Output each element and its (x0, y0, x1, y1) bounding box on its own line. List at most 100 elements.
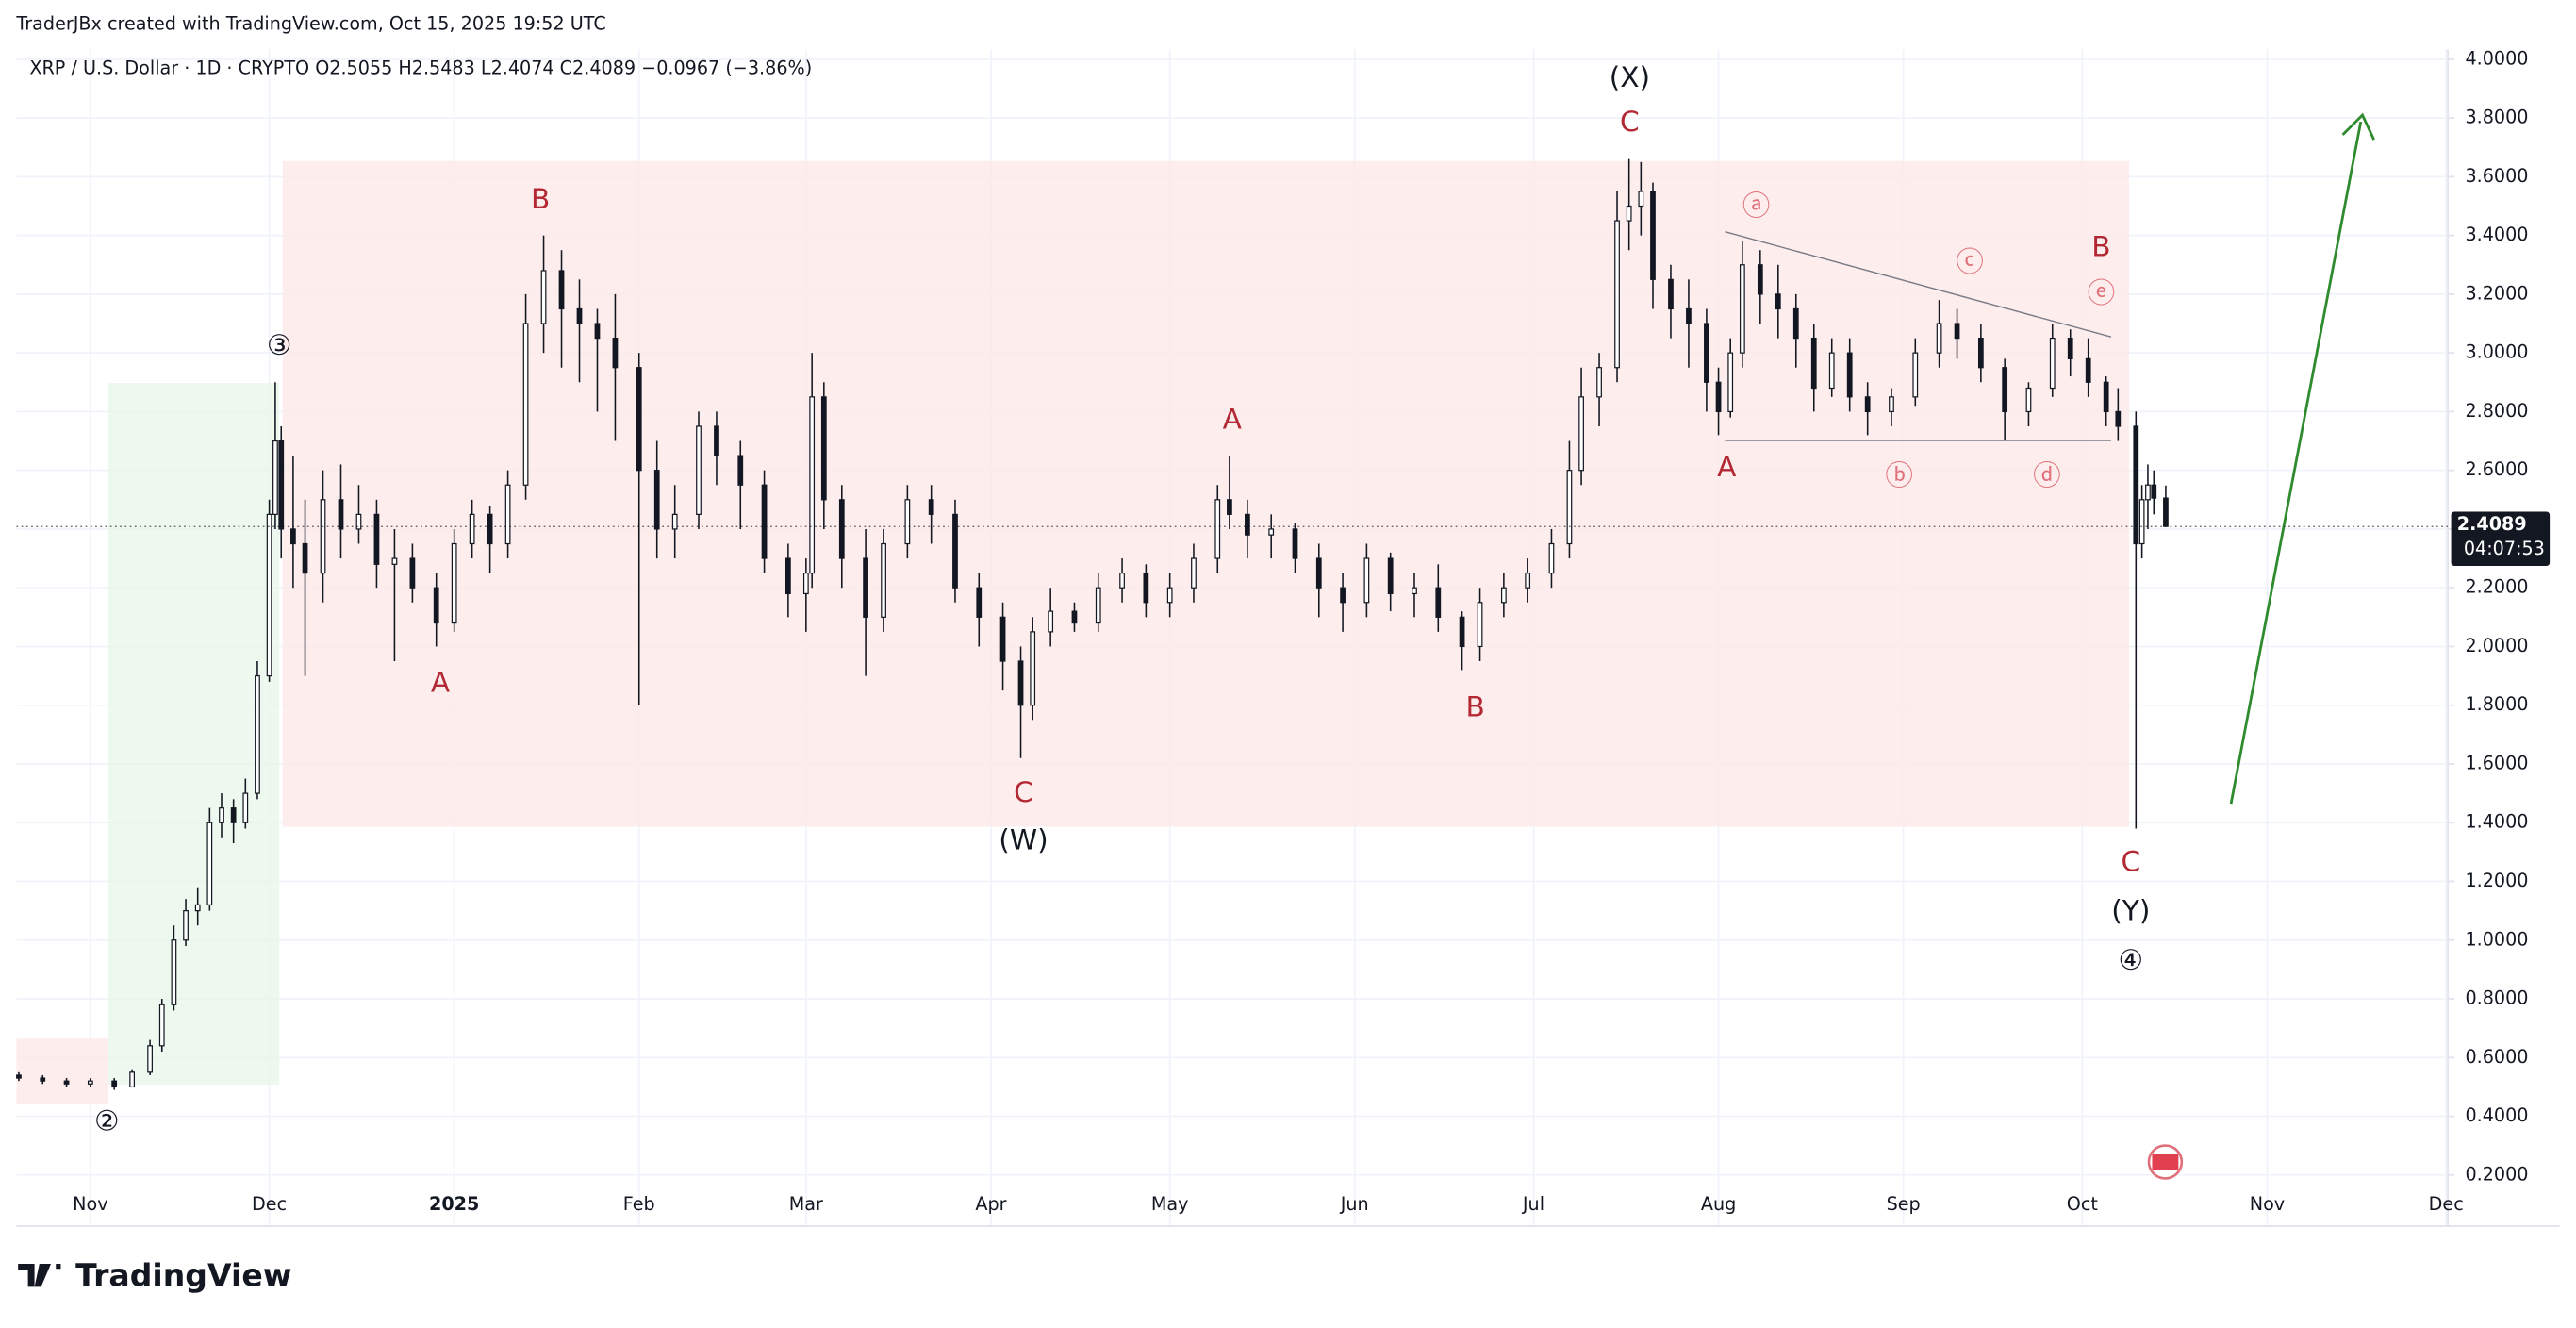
candle-body (928, 499, 934, 515)
candle-body (558, 270, 565, 310)
candle-body (612, 337, 619, 369)
candle-body (1245, 513, 1250, 536)
candle-body (1626, 205, 1632, 222)
candle-body (1071, 610, 1078, 624)
candle-body (784, 557, 791, 595)
price-tag (2451, 511, 2551, 566)
candle-body (1668, 278, 1674, 310)
candle-body (1292, 528, 1298, 559)
candle-body (1757, 264, 1763, 295)
candle-body (2025, 387, 2032, 413)
event-icon-flag (2152, 1154, 2179, 1170)
candle-body (1435, 587, 1442, 618)
price-tag-countdown: 04:07:53 (2464, 538, 2545, 559)
candle-body (338, 499, 344, 530)
candle-body (1889, 396, 1894, 413)
wave-label: ⓑ (1885, 459, 1913, 491)
candle-body (809, 396, 816, 574)
projection-arrow-head (2341, 112, 2375, 141)
candle-body (206, 822, 213, 906)
x-tick-label: 2025 (429, 1193, 479, 1215)
y-tick-label: 0.6000 (2465, 1046, 2528, 1068)
candle-body (2115, 410, 2122, 427)
candle-body (63, 1080, 70, 1085)
candle-body (1268, 528, 1275, 536)
candle-body (636, 367, 642, 472)
candle-body (1143, 573, 1149, 604)
y-tick-label: 1.4000 (2465, 811, 2528, 833)
symbol-header: XRP / U.S. Dollar · 1D · CRYPTO O2.5055 … (29, 58, 812, 79)
candle-body (1477, 602, 1483, 648)
y-tick-label: 3.0000 (2465, 341, 2528, 363)
candle-body (2138, 499, 2145, 545)
x-tick-label: Dec (2429, 1193, 2464, 1215)
candle-body (761, 484, 768, 559)
candle-body (1119, 573, 1125, 589)
candle-body (696, 425, 702, 515)
candle-body (522, 323, 529, 486)
candle-body (391, 557, 398, 565)
candle-body (1715, 381, 1722, 413)
wave-label: B (1465, 691, 1484, 723)
candle-body (1650, 191, 1656, 280)
x-tick-label: Jul (1522, 1193, 1544, 1215)
y-tick-label: 1.0000 (2465, 928, 2528, 950)
candle-body (802, 573, 809, 595)
candle-body (469, 513, 475, 545)
candle-body (266, 513, 272, 677)
candle-body (2103, 381, 2109, 413)
candle-body (2151, 484, 2157, 499)
candle-body (820, 396, 827, 501)
trend-line-upper (1725, 231, 2112, 338)
candle-body (2049, 337, 2056, 390)
candle-body (952, 513, 958, 589)
logo: TradingView (18, 1256, 291, 1293)
candle-body (2145, 484, 2151, 501)
axes: 0.2000 0.4000 0.6000 0.8000 1.0000 1.2000 1.40… (16, 47, 2551, 1215)
y-tick-label: 1.8000 (2465, 693, 2528, 715)
candle-body (320, 499, 326, 574)
candle-body (1614, 220, 1620, 369)
y-tick-label: 3.8000 (2465, 107, 2528, 128)
wave-label: B (2091, 231, 2110, 263)
projection-arrow (2229, 121, 2363, 805)
candle-body (194, 904, 201, 912)
candle-body (290, 528, 296, 545)
candle-body (1095, 587, 1101, 624)
candle-body (147, 1045, 153, 1073)
candle-body (242, 792, 249, 823)
y-tick-label: 0.2000 (2465, 1163, 2528, 1185)
candle-body (976, 587, 983, 618)
candle-body (2085, 357, 2091, 383)
wave-label: C (2121, 845, 2140, 877)
x-tick-label: Dec (252, 1193, 287, 1215)
y-tick-label: 1.2000 (2465, 870, 2528, 891)
candle-body (999, 616, 1006, 662)
wave-label: ⓔ (2088, 276, 2116, 308)
y-tick-label: 4.0000 (2465, 47, 2528, 69)
y-tick-label: 1.6000 (2465, 752, 2528, 773)
candle-body (1500, 587, 1507, 604)
y-tick-label: 3.6000 (2465, 165, 2528, 187)
candle-body (302, 542, 308, 574)
logo-text: TradingView (75, 1256, 291, 1293)
candle-body (2067, 337, 2073, 359)
candle-body (540, 270, 547, 324)
candle-body (1578, 396, 1584, 472)
x-tick-label: Jun (1340, 1193, 1369, 1215)
candle-body (1017, 660, 1024, 706)
candle-body (40, 1077, 46, 1082)
wave-label: A (431, 666, 451, 698)
candle-body (171, 939, 177, 1005)
candle-body (838, 499, 845, 559)
x-tick-label: Nov (2250, 1193, 2285, 1215)
candle-body (2133, 425, 2139, 545)
candle-body (1548, 542, 1555, 574)
candle-body (451, 542, 457, 624)
wave-label: B (531, 183, 550, 215)
x-tick-label: Nov (73, 1193, 107, 1215)
candle-body (653, 470, 660, 530)
y-tick-label: 2.6000 (2465, 458, 2528, 480)
candle-body (904, 499, 911, 545)
